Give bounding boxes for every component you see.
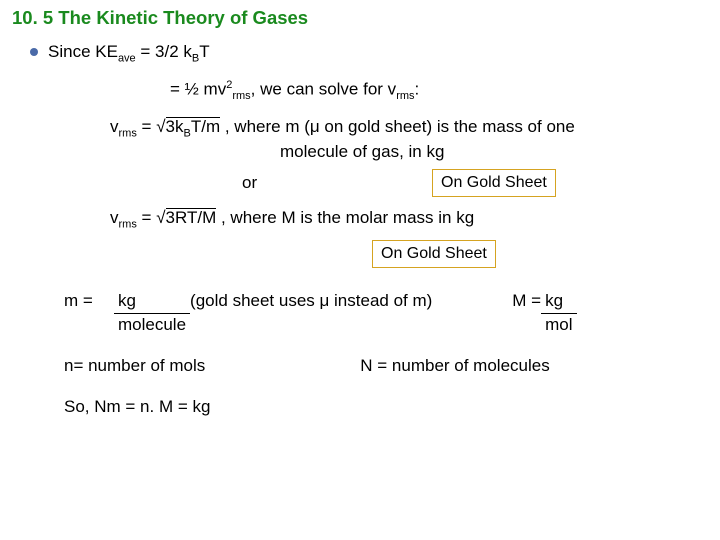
- l5c: = √: [137, 208, 166, 227]
- gapn: [205, 355, 360, 378]
- sqrt1: 3kBT/m: [166, 116, 221, 141]
- line-3: vrms = √ 3kBT/m , where m (μ on gold she…: [110, 116, 708, 164]
- bullet-icon: [30, 48, 38, 56]
- sqrt2: 3RT/M: [166, 207, 217, 230]
- l3c: = √: [137, 117, 166, 136]
- gold2wrap: On Gold Sheet: [372, 240, 708, 268]
- l3d: , where m (μ on gold sheet) is the mass …: [220, 117, 575, 136]
- l3b: rms: [119, 127, 137, 139]
- t2: ave: [118, 52, 136, 64]
- l2c: rms: [232, 90, 250, 102]
- l2d: , we can solve for v: [251, 80, 397, 99]
- t3: = 3/2 k: [136, 42, 192, 61]
- l3a: v: [110, 117, 119, 136]
- gold1wrap: On Gold Sheet: [432, 169, 556, 197]
- M-frac: kg mol: [541, 290, 576, 337]
- bullet-line: Since KEave = 3/2 kBT: [30, 41, 708, 66]
- line-2: = ½ mv2rms, we can solve for vrms:: [170, 78, 708, 104]
- line-5: vrms = √ 3RT/M , where M is the molar ma…: [110, 207, 708, 232]
- l2e: rms: [396, 90, 414, 102]
- or-row: or On Gold Sheet: [242, 172, 708, 195]
- slide: 10. 5 The Kinetic Theory of Gases Since …: [0, 0, 720, 540]
- l5d: , where M is the molar mass in kg: [216, 208, 474, 227]
- l2a: = ½ mv: [170, 80, 226, 99]
- sq1b: B: [184, 127, 191, 139]
- or-label: or: [242, 173, 257, 192]
- n-def: n= number of mols: [64, 355, 205, 378]
- n-row: n= number of mols N = number of molecule…: [64, 355, 708, 378]
- t1: Since KE: [48, 42, 118, 61]
- l5a: v: [110, 208, 119, 227]
- M-eq: M =: [512, 290, 541, 313]
- m-def-row: m = kg molecule (gold sheet uses μ inste…: [64, 290, 708, 337]
- overline1: [166, 117, 221, 118]
- m-eq: m =: [64, 290, 114, 313]
- m-frac: kg molecule: [114, 290, 190, 337]
- t5: T: [199, 42, 209, 61]
- gold-box-2: On Gold Sheet: [372, 240, 496, 268]
- sq2: 3RT/M: [166, 208, 217, 227]
- gold-box-1: On Gold Sheet: [432, 169, 556, 197]
- N-def: N = number of molecules: [360, 355, 549, 378]
- sq1a: 3k: [166, 117, 184, 136]
- m-note: (gold sheet uses μ instead of m): [190, 290, 432, 313]
- l5b: rms: [119, 219, 137, 231]
- bullet-text: Since KEave = 3/2 kBT: [48, 41, 210, 66]
- m-bot: molecule: [114, 314, 190, 337]
- sq1c: T/m: [191, 117, 220, 136]
- slide-title: 10. 5 The Kinetic Theory of Gases: [12, 6, 708, 31]
- l2f: :: [415, 80, 420, 99]
- M-bot: mol: [541, 314, 576, 337]
- last-line: So, Nm = n. M = kg: [64, 396, 708, 419]
- M-top: kg: [541, 290, 576, 314]
- overline2: [166, 208, 217, 209]
- m-top: kg: [114, 290, 190, 314]
- l3e: molecule of gas, in kg: [280, 141, 708, 164]
